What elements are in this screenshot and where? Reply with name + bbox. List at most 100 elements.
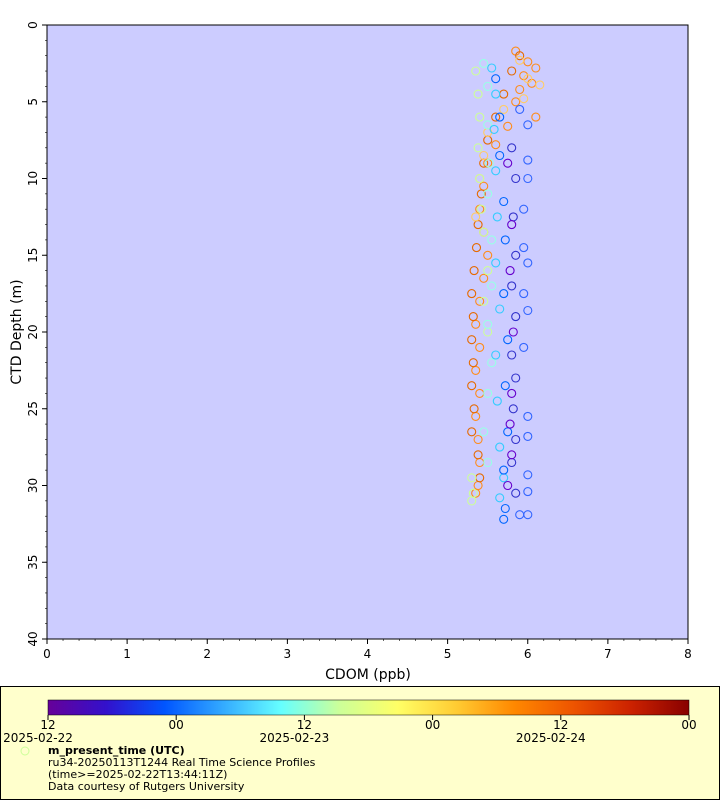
data-point (473, 143, 483, 153)
data-point (500, 503, 510, 514)
colorbar-tick-label: 00 (169, 718, 184, 732)
data-point (507, 281, 517, 291)
data-point (495, 150, 505, 161)
data-point (507, 388, 517, 398)
data-point (515, 510, 525, 520)
data-point (476, 204, 486, 214)
x-tick-label: 6 (524, 647, 532, 661)
data-point (491, 112, 501, 122)
data-point (492, 396, 502, 406)
data-point (467, 381, 477, 391)
data-point (503, 335, 513, 345)
data-point (491, 89, 501, 99)
data-point (471, 212, 481, 222)
data-point (507, 350, 517, 360)
legend-title: m_present_time (UTC) (48, 744, 185, 757)
y-tick-label: 15 (26, 248, 40, 263)
data-point (473, 434, 483, 445)
y-tick-label: 30 (26, 478, 40, 493)
data-point (508, 327, 518, 337)
x-tick-label: 7 (604, 647, 612, 661)
data-point (515, 84, 525, 95)
data-point (468, 312, 478, 322)
data-point (505, 266, 515, 276)
data-point (467, 473, 477, 483)
data-point (475, 173, 485, 184)
data-point (500, 235, 510, 245)
x-tick-label: 8 (684, 647, 692, 661)
data-point (515, 55, 525, 65)
colorbar-date-label: 2025-02-23 (260, 731, 330, 745)
data-point (487, 63, 497, 73)
data-point (523, 470, 533, 480)
data-point (473, 450, 483, 460)
data-point (483, 81, 493, 91)
y-tick-label: 10 (26, 171, 40, 186)
data-point (508, 404, 518, 414)
x-axis-label: CDOM (ppb) (325, 667, 411, 683)
data-point (535, 80, 545, 90)
data-point (531, 112, 541, 122)
data-point (519, 243, 529, 253)
data-point (507, 66, 517, 76)
data-point (471, 488, 481, 498)
data-point (483, 266, 493, 276)
x-tick-label: 0 (43, 647, 51, 661)
data-point (523, 74, 533, 84)
data-point (484, 158, 494, 168)
data-point (468, 358, 478, 368)
data-point (523, 431, 533, 441)
data-point (471, 66, 481, 76)
data-point (511, 488, 521, 498)
data-point (471, 243, 482, 253)
legend-line-2: (time>=2025-02-22T13:44:11Z) (48, 768, 228, 781)
plot-area (46, 24, 689, 640)
data-point (507, 450, 517, 460)
data-point (483, 250, 493, 260)
data-point (467, 496, 477, 506)
data-point (483, 319, 493, 329)
data-point (473, 89, 483, 99)
data-point (491, 166, 501, 176)
legend-line-3: Data courtesy of Rutgers University (48, 780, 245, 793)
data-point (523, 155, 533, 165)
x-tick-label: 1 (123, 647, 131, 661)
data-point (505, 419, 515, 429)
data-point (523, 487, 533, 497)
y-tick-label: 35 (26, 555, 40, 570)
data-point (476, 189, 486, 199)
data-point (467, 427, 477, 437)
data-point (511, 97, 521, 107)
data-point (491, 140, 501, 150)
data-point (511, 173, 521, 184)
data-point (469, 404, 479, 414)
legend-panel: 12 00 12 00 12 00 2025-02-22 2025-02-23 2025-02-… (0, 686, 720, 800)
data-point (511, 434, 521, 445)
colorbar: 12 00 12 00 12 00 2025-02-22 2025-02-23 2025-02-… (3, 699, 697, 756)
data-point (523, 305, 533, 316)
x-tick-label: 4 (364, 647, 372, 661)
y-tick-label: 40 (26, 631, 40, 646)
data-point (499, 196, 509, 207)
data-point (495, 112, 505, 122)
data-point (523, 258, 533, 268)
data-point (515, 51, 525, 61)
data-point (487, 281, 497, 291)
data-point (483, 388, 493, 398)
data-point (519, 342, 529, 352)
data-point (499, 289, 509, 299)
data-point (479, 58, 489, 68)
legend-marker-icon (20, 746, 30, 756)
data-point (511, 250, 521, 260)
data-point (475, 112, 485, 122)
data-point (489, 124, 499, 134)
scatter-chart: 0 1 2 3 4 5 6 7 8 0 5 10 15 20 25 30 35 40 CDOM (ppb) CTD… (9, 21, 692, 683)
x-tick-label: 5 (444, 647, 452, 661)
data-point (523, 173, 533, 184)
data-point (523, 411, 533, 421)
data-point (495, 304, 505, 314)
data-point (503, 121, 513, 131)
data-point (483, 189, 493, 199)
data-point (523, 120, 533, 130)
data-point (479, 427, 489, 437)
